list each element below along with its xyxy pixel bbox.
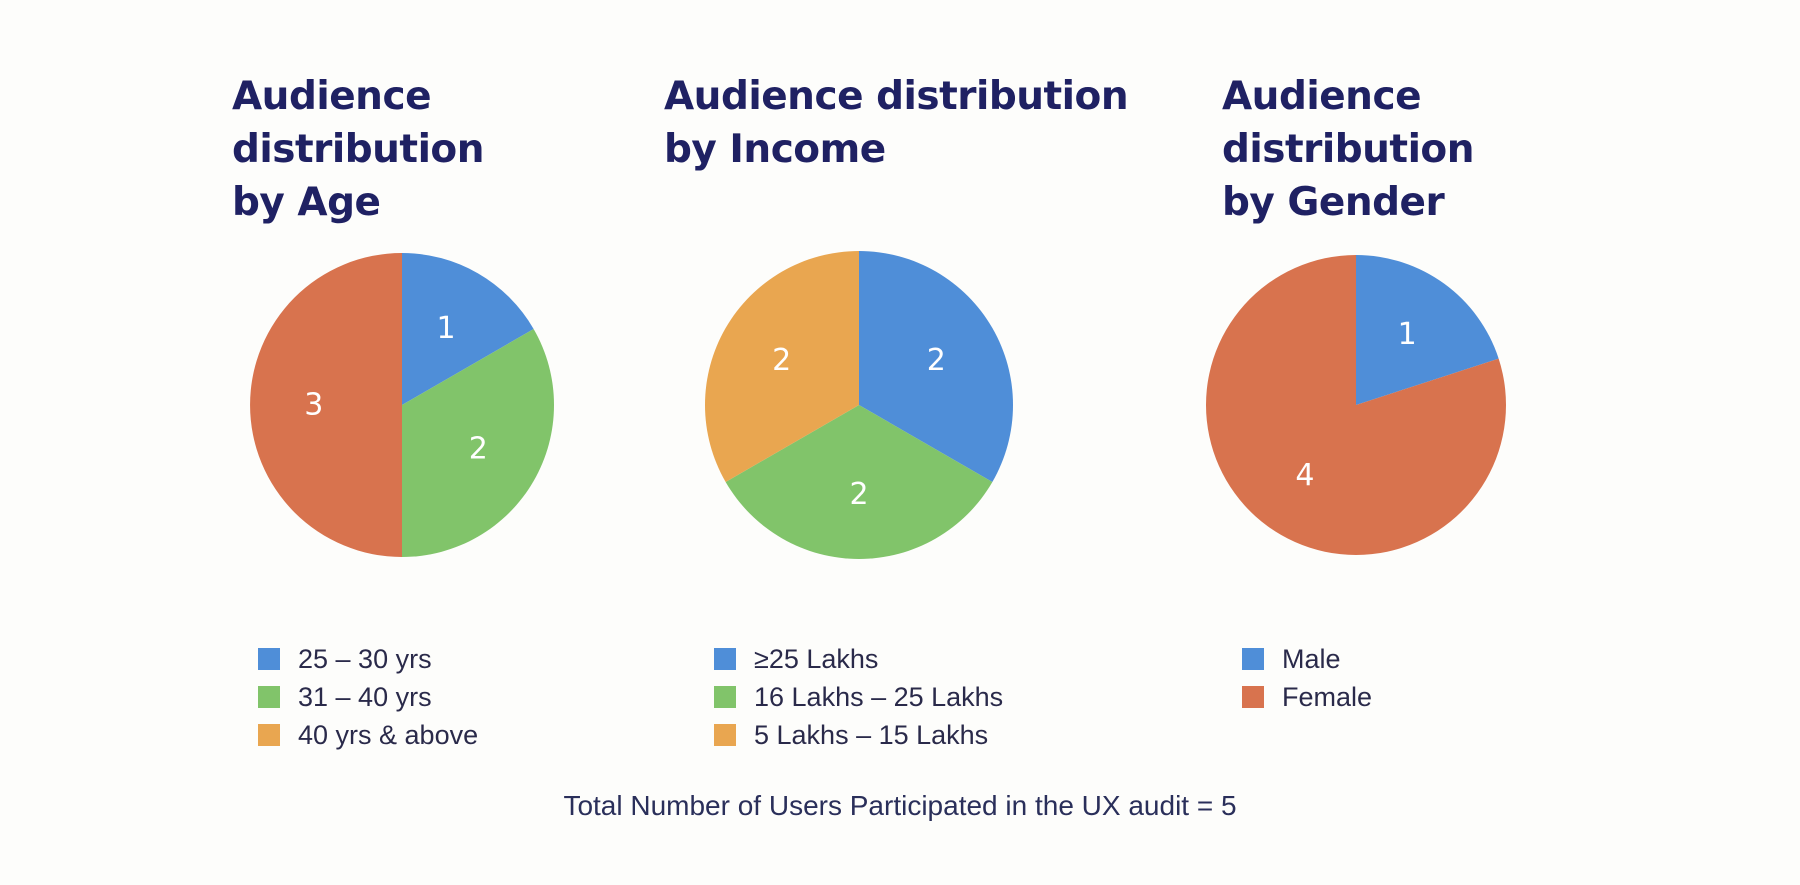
pie-slice <box>402 253 534 405</box>
legend-swatch <box>258 724 280 746</box>
gender-legend: Male Female <box>1242 640 1372 716</box>
legend-item: ≥25 Lakhs <box>714 640 1003 678</box>
pie-slice <box>725 405 993 559</box>
legend-swatch <box>258 686 280 708</box>
gender-pie: 14 <box>1206 255 1506 555</box>
pie-slice <box>250 253 402 557</box>
pie-slice <box>1206 255 1506 555</box>
legend-item: Female <box>1242 678 1372 716</box>
income-chart: Audience distribution by Income 2 2 2 ≥25 … <box>664 0 1164 780</box>
slice-value-label: 2 <box>772 343 791 378</box>
legend-swatch <box>258 648 280 670</box>
income-pie: 2 2 2 <box>705 251 1013 559</box>
legend-item: 16 Lakhs – 25 Lakhs <box>714 678 1003 716</box>
legend-item: 5 Lakhs – 15 Lakhs <box>714 716 1003 754</box>
slice-value-label: 2 <box>927 343 946 378</box>
slice-value-label: 2 <box>849 477 868 512</box>
income-legend: ≥25 Lakhs 16 Lakhs – 25 Lakhs 5 Lakhs – … <box>714 640 1003 754</box>
income-chart-title: Audience distribution by Income <box>664 74 1129 172</box>
pie-slice <box>859 251 1013 482</box>
legend-swatch <box>714 724 736 746</box>
legend-item: 31 – 40 yrs <box>258 678 478 716</box>
legend-item: 40 yrs & above <box>258 716 478 754</box>
legend-swatch <box>1242 648 1264 670</box>
legend-swatch <box>714 686 736 708</box>
age-chart: Audience distribution by Age 1 2 3 25 – 30… <box>232 0 732 780</box>
participants-footnote: Total Number of Users Participated in th… <box>563 790 1237 821</box>
pie-slice <box>1356 255 1499 405</box>
legend-swatch <box>1242 686 1264 708</box>
slice-value-label: 3 <box>304 388 323 423</box>
age-chart-title: Audience distribution by Age <box>232 74 485 225</box>
slice-value-label: 2 <box>469 432 488 467</box>
pie-slice <box>705 251 859 482</box>
legend-item: 25 – 30 yrs <box>258 640 478 678</box>
slice-value-label: 4 <box>1295 458 1314 493</box>
legend-item: Male <box>1242 640 1372 678</box>
slice-value-label: 1 <box>1398 317 1417 352</box>
age-pie: 1 2 3 <box>250 253 554 557</box>
age-legend: 25 – 30 yrs 31 – 40 yrs 40 yrs & above <box>258 640 478 754</box>
gender-chart-title: Audience distribution by Gender <box>1222 74 1475 225</box>
slice-value-label: 1 <box>437 311 456 346</box>
pie-slice <box>402 329 554 557</box>
legend-swatch <box>714 648 736 670</box>
